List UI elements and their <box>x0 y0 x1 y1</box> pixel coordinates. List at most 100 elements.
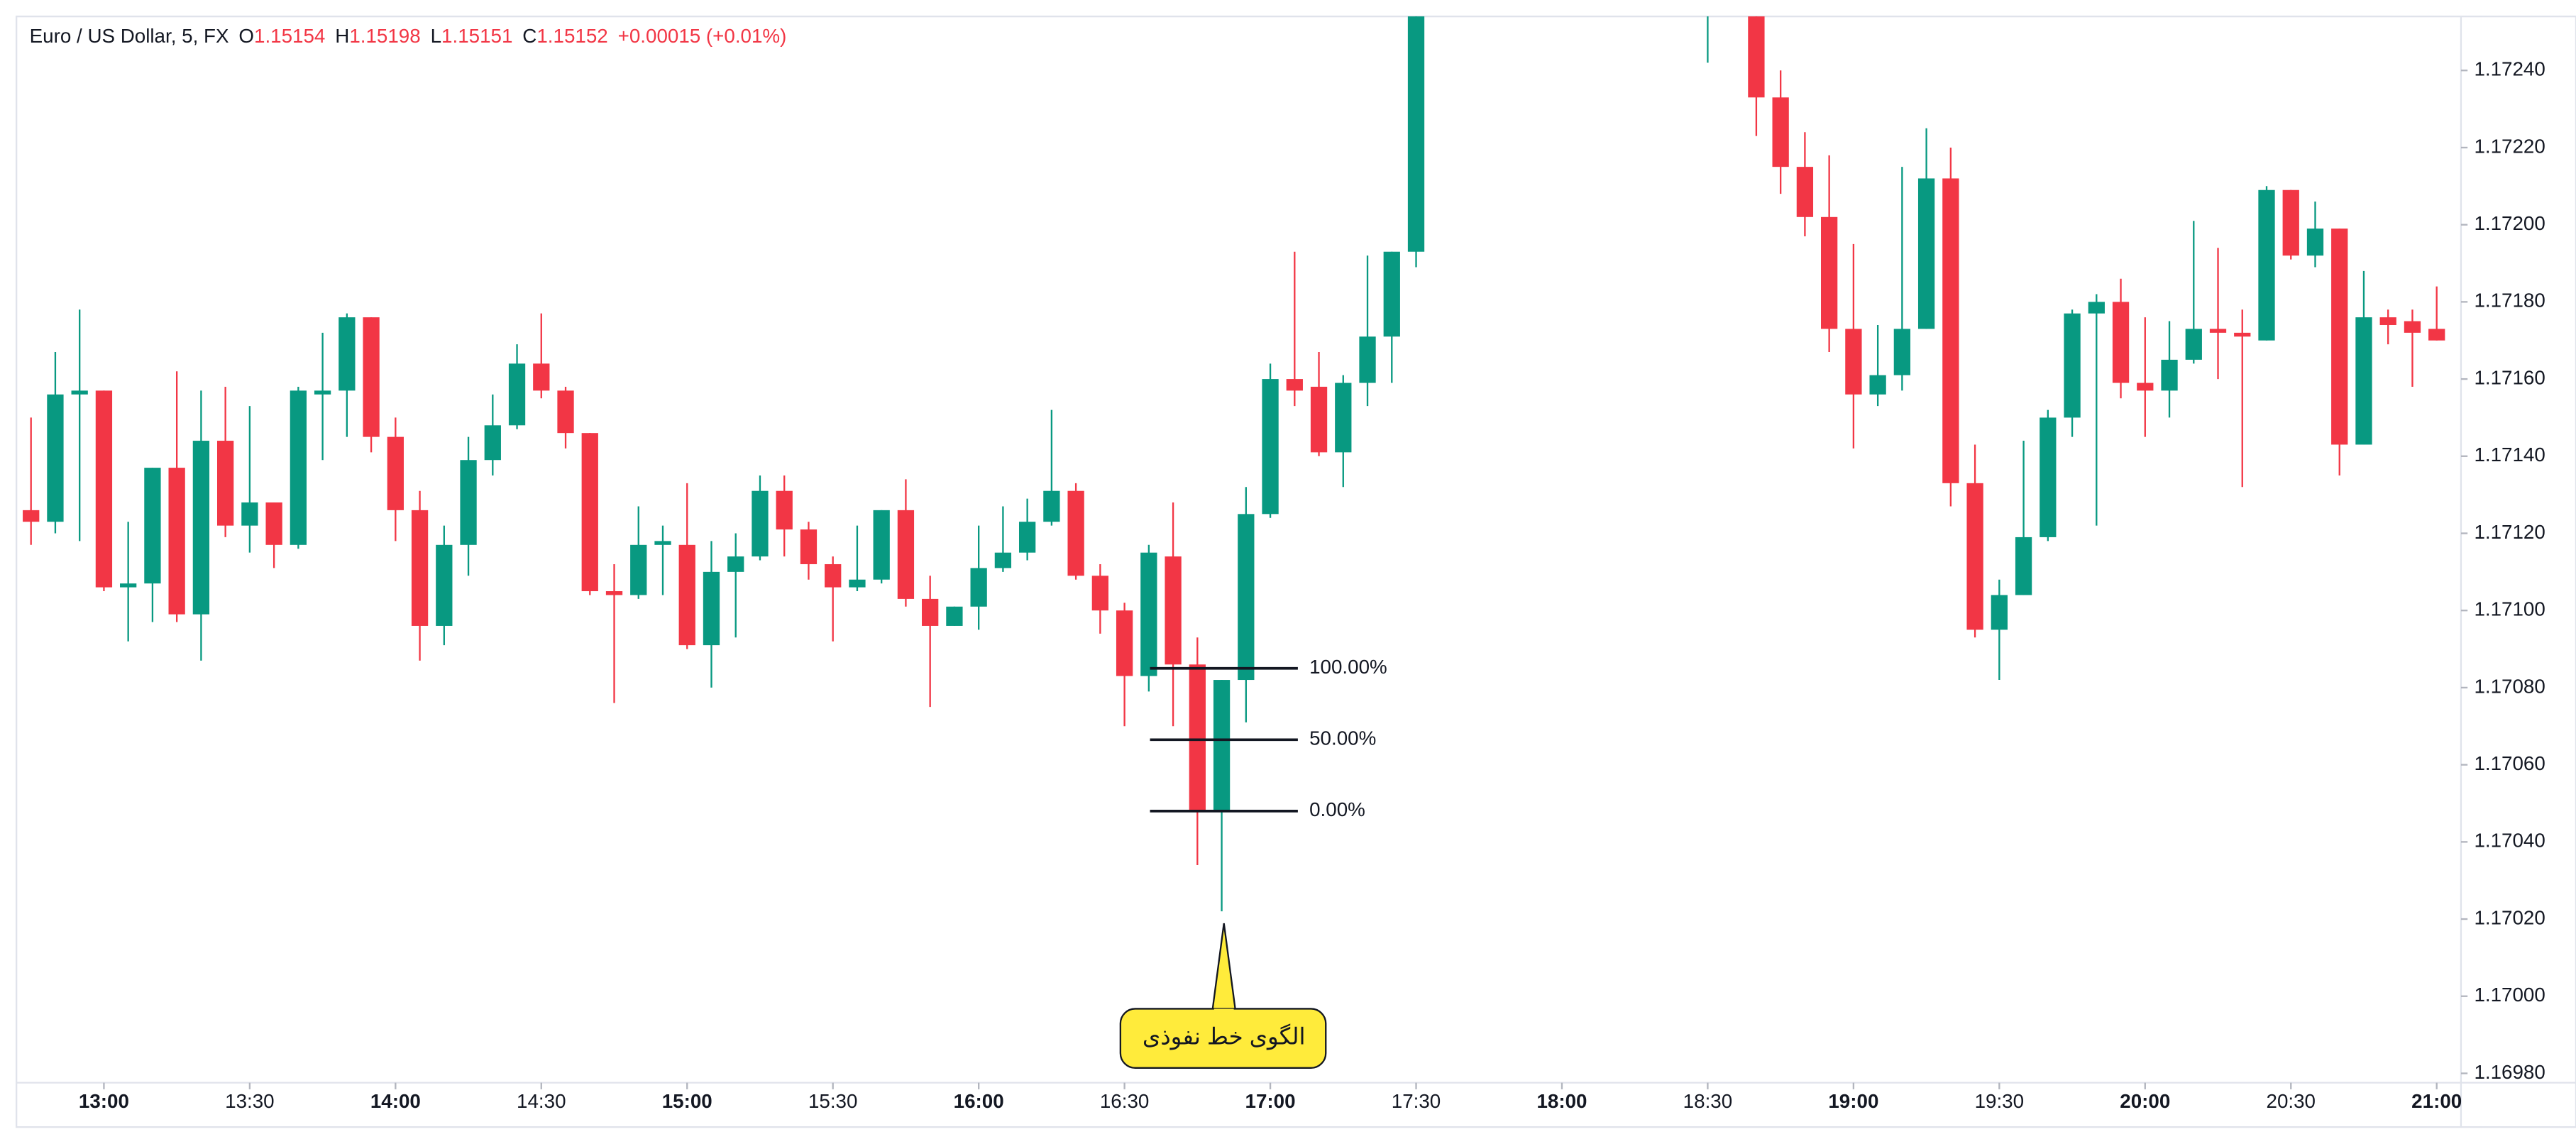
ohlc-label: H <box>335 26 349 48</box>
candle-body <box>1067 490 1084 576</box>
candle-body <box>605 591 623 595</box>
x-tick-label: 17:30 <box>1392 1090 1441 1112</box>
candle-body <box>168 468 185 615</box>
candles <box>23 16 2445 912</box>
candle-body <box>2428 329 2445 341</box>
ohlc-value: 1.15198 <box>349 26 420 48</box>
candle-body <box>1189 664 1206 811</box>
candle-body <box>678 544 695 646</box>
x-tick-label: 13:30 <box>225 1090 274 1112</box>
annotation-text: الگوی خط نفوذی <box>1143 1024 1306 1050</box>
candle-body <box>192 441 210 615</box>
candle-body <box>1407 16 1425 252</box>
symbol: Euro / US Dollar, 5, FX <box>30 26 229 48</box>
x-tick-label: 18:30 <box>1683 1090 1732 1112</box>
candle-body <box>1942 178 1959 483</box>
candle-body <box>2306 229 2324 256</box>
candle-body <box>1238 514 1255 681</box>
candle-body <box>290 390 307 545</box>
candle-body <box>825 563 842 588</box>
y-tick-label: 1.17120 <box>2474 521 2545 543</box>
candle-body <box>436 544 453 626</box>
candle-body <box>2234 332 2251 337</box>
candle-body <box>922 598 939 626</box>
fib-level-label: 100.00% <box>1309 656 1387 678</box>
candle-body <box>1383 251 1400 337</box>
candle-body <box>630 544 647 595</box>
fib-level-label: 0.00% <box>1309 798 1365 820</box>
y-tick-label: 1.17220 <box>2474 135 2545 157</box>
y-tick-label: 1.17140 <box>2474 444 2545 466</box>
candle-body <box>1966 483 1983 630</box>
candle-body <box>2137 383 2154 391</box>
candle-body <box>2331 229 2348 445</box>
candle-body <box>265 502 282 545</box>
candle-body <box>849 579 866 588</box>
x-tick-label: 15:00 <box>662 1090 712 1112</box>
callout-pointer <box>1211 923 1237 1011</box>
x-tick-label: 16:00 <box>954 1090 1004 1112</box>
candle-body <box>314 390 331 395</box>
candle-body <box>1869 375 1886 395</box>
candle-body <box>1917 178 1935 329</box>
ohlc-value: 1.15154 <box>254 26 325 48</box>
candle-body <box>897 510 915 599</box>
x-tick-label: 14:30 <box>517 1090 566 1112</box>
candle-body <box>71 390 88 395</box>
legend-header: Euro / US Dollar, 5, FX O1.15154 H1.15198 L… <box>30 26 787 48</box>
candle-body <box>1116 610 1133 676</box>
candle-body <box>1262 379 1279 515</box>
candle-body <box>873 510 890 580</box>
candle-body <box>2088 302 2105 314</box>
y-tick-label: 1.17180 <box>2474 290 2545 312</box>
candle-body <box>2112 302 2130 383</box>
candle-body <box>2064 313 2081 418</box>
y-tick-label: 1.17200 <box>2474 212 2545 234</box>
ohlc-label: L <box>431 26 441 48</box>
y-tick-label: 1.17000 <box>2474 984 2545 1006</box>
candle-body <box>338 317 356 391</box>
candle-body <box>2040 417 2057 537</box>
candle-body <box>1845 329 1862 395</box>
candle-body <box>2355 317 2372 445</box>
x-tick-label: 13:00 <box>79 1090 129 1112</box>
candle-body <box>946 606 963 626</box>
candle-body <box>2185 329 2202 360</box>
candle-body <box>1991 595 2008 630</box>
candle-body <box>47 394 64 522</box>
candle-body <box>1772 97 1789 167</box>
ohlc-label: C <box>522 26 536 48</box>
candle-body <box>2015 537 2032 595</box>
candle-body <box>970 568 987 607</box>
x-tick-label: 20:00 <box>2120 1090 2170 1112</box>
candle-body <box>1335 383 1352 453</box>
candle-body <box>363 317 380 437</box>
ohlc-value: 1.15151 <box>441 26 512 48</box>
y-tick-label: 1.17160 <box>2474 366 2545 388</box>
candle-body <box>460 460 477 545</box>
ohlc-label: O <box>238 26 254 48</box>
candle-body <box>581 433 598 592</box>
x-tick-label: 17:00 <box>1245 1090 1296 1112</box>
y-tick-label: 1.17080 <box>2474 675 2545 697</box>
candle-body <box>2258 189 2275 341</box>
candle-body <box>1820 216 1838 329</box>
x-tick-label: 14:00 <box>370 1090 421 1112</box>
candle-body <box>95 390 113 588</box>
candle-body <box>2161 359 2178 391</box>
candle-body <box>23 510 40 522</box>
x-tick-label: 21:00 <box>2411 1090 2462 1112</box>
candle-body <box>2379 317 2396 325</box>
candle-body <box>1310 386 1328 453</box>
candle-body <box>144 468 161 584</box>
candle-body <box>654 541 671 545</box>
candle-body <box>2404 321 2421 333</box>
candle-body <box>1043 490 1060 522</box>
y-tick-label: 1.17040 <box>2474 830 2545 852</box>
change: +0.00015 (+0.01%) <box>618 26 787 48</box>
fib-level-label: 50.00% <box>1309 727 1376 749</box>
candle-body <box>1286 379 1303 391</box>
candle-body <box>387 436 404 510</box>
candle-body <box>2282 189 2299 256</box>
x-tick-label: 19:30 <box>1975 1090 2024 1112</box>
